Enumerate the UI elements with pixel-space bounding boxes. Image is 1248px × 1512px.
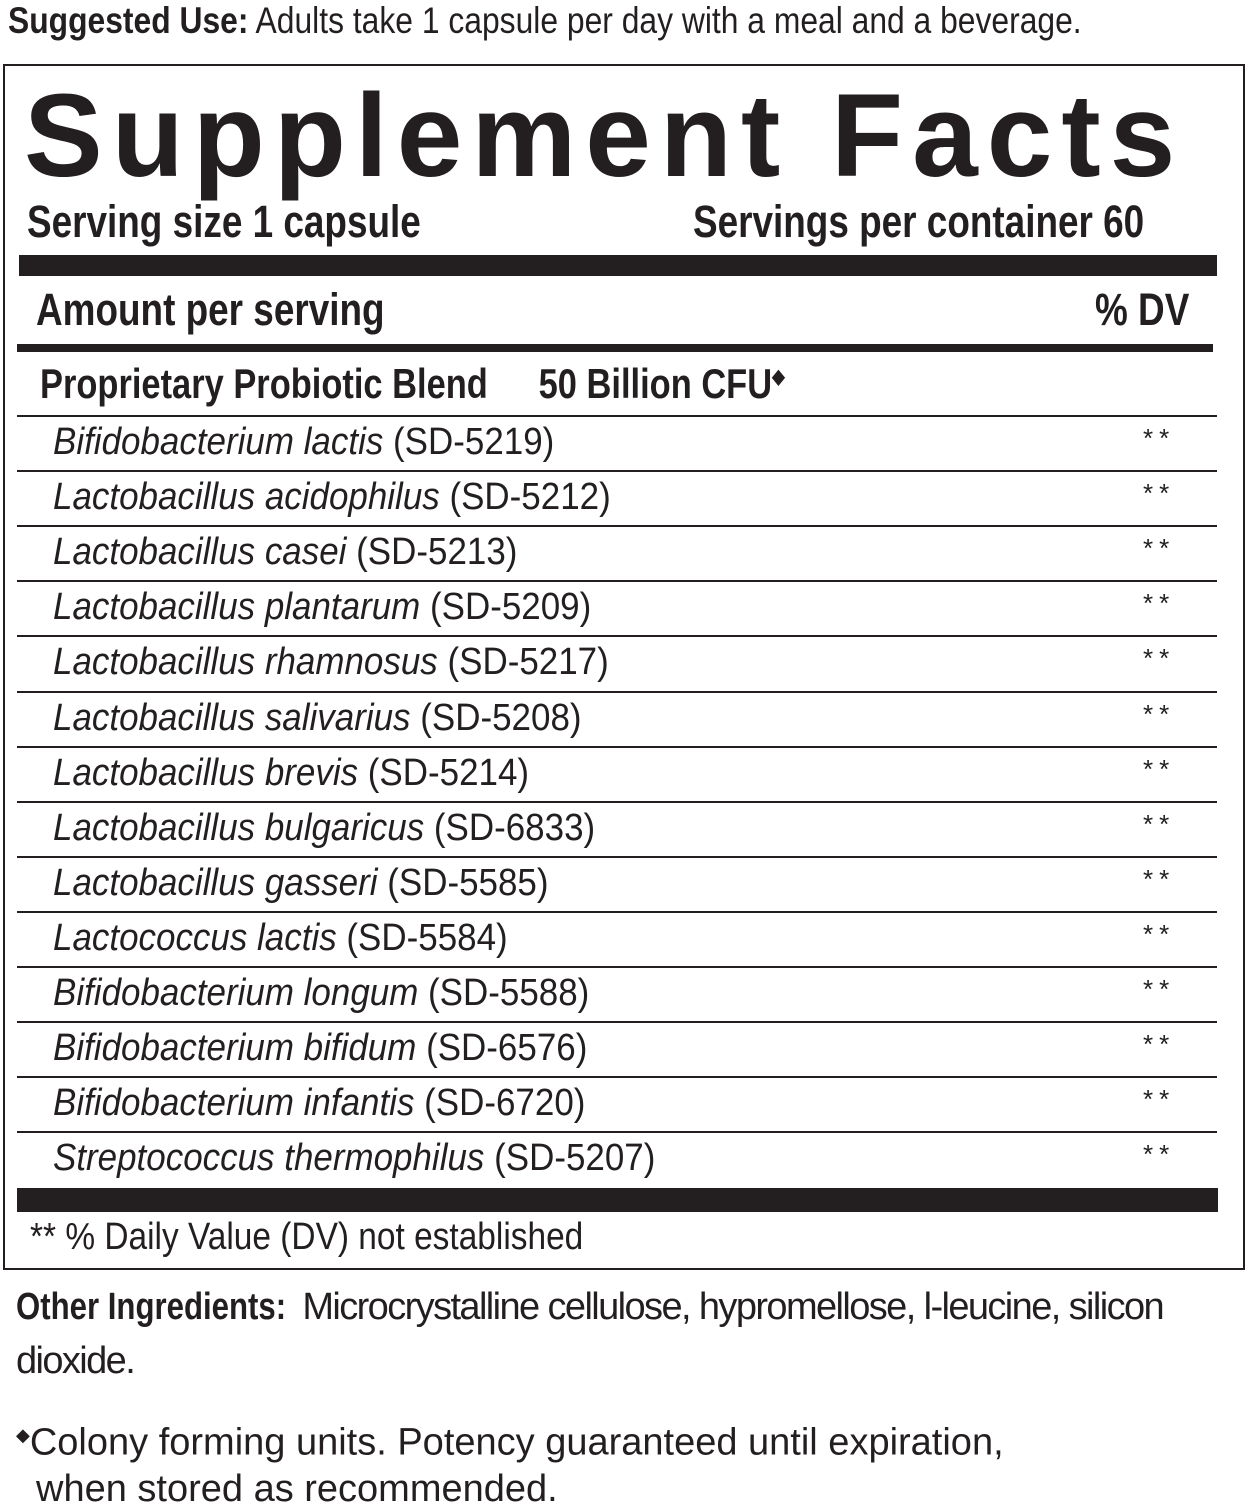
panel-title: Supplement Facts [24,70,1185,202]
ingredient-dv: ** [1143,1084,1176,1115]
strain: (SD-6576) [416,1027,588,1070]
ingredient-row: Bifidobacterium longum (SD-5588) ** [17,966,1217,1023]
supplement-facts-panel [3,64,1245,1270]
species: Lactococcus lactis [53,916,337,959]
species: Lactobacillus plantarum [53,586,421,629]
strain: (SD-5207) [484,1137,656,1180]
ingredient-dv: ** [1143,753,1176,784]
ingredient-dv: ** [1143,643,1176,674]
ingredient-row: Bifidobacterium bifidum (SD-6576) ** [17,1021,1217,1078]
ingredient-dv: ** [1143,423,1176,453]
ingredient-name: Lactobacillus salivarius (SD-5208) [53,697,627,740]
species: Bifidobacterium infantis [53,1082,415,1125]
ingredient-row: Lactobacillus salivarius (SD-5208) ** [17,690,1217,748]
ingredient-dv: ** [1143,918,1176,949]
ingredient-dv: ** [1143,698,1176,729]
species: Streptococcus thermophilus [53,1137,485,1180]
species: Lactobacillus gasseri [53,861,378,904]
other-ingredients: Other Ingredients: Microcrystalline cell… [16,1280,1236,1388]
blend-amount: 50 Billion CFU [538,360,773,407]
other-ingredients-text: Microcrystalline cellulose, hypromellose… [16,1286,1165,1382]
ingredient-name: Lactobacillus gasseri (SD-5585) [53,862,592,905]
servings-per-container: Servings per container 60 [693,196,1145,247]
ingredient-row: Lactococcus lactis (SD-5584) ** [17,910,1217,968]
ingredient-name: Streptococcus thermophilus (SD-5207) [53,1137,708,1180]
ingredient-row: Streptococcus thermophilus (SD-5207) ** [17,1131,1217,1188]
strain: (SD-5585) [377,861,549,904]
ingredient-dv: ** [1143,1029,1176,1060]
ingredient-dv: ** [1143,808,1176,839]
species: Lactobacillus casei [53,531,347,574]
ingredient-row: Lactobacillus acidophilus (SD-5212) ** [17,470,1217,527]
strain: (SD-5584) [336,916,508,959]
strain: (SD-5212) [439,476,611,519]
ingredient-name: Lactobacillus bulgaricus (SD-6833) [53,807,642,850]
other-ingredients-label: Other Ingredients: [16,1286,287,1328]
ingredient-dv: ** [1143,1139,1176,1170]
ingredient-name: Lactobacillus brevis (SD-5214) [53,752,570,795]
serving-size: Serving size 1 capsule [27,196,421,247]
species: Lactobacillus bulgaricus [53,806,425,849]
species: Lactobacillus salivarius [53,696,411,739]
medium-divider [17,344,1213,352]
ingredient-name: Lactobacillus plantarum (SD-5209) [53,586,638,629]
ingredient-name: Bifidobacterium bifidum (SD-6576) [53,1027,634,1070]
strain: (SD-6833) [424,806,596,849]
ingredient-dv: ** [1143,974,1176,1004]
blend-row: Proprietary Probiotic Blend 50 Billion CF… [40,360,948,408]
species: Bifidobacterium longum [53,972,419,1014]
dv-header: % DV [1095,284,1190,335]
ingredient-row: Lactobacillus gasseri (SD-5585) ** [17,855,1217,913]
species: Lactobacillus rhamnosus [53,641,438,684]
species: Lactobacillus brevis [53,751,359,794]
strain: (SD-5588) [418,972,590,1014]
ingredient-dv: ** [1143,533,1176,564]
colony-note-line2: when stored as recommended. [36,1467,558,1510]
ingredient-row: Lactobacillus casei (SD-5213) ** [17,525,1217,582]
ingredient-row: Bifidobacterium infantis (SD-6720) ** [17,1076,1217,1133]
species: Lactobacillus acidophilus [53,476,440,519]
colony-note-line1: Colony forming units. Potency guaranteed… [29,1421,1004,1464]
species: Bifidobacterium bifidum [53,1027,417,1070]
ingredient-name: Lactobacillus casei (SD-5213) [53,531,558,574]
amount-per-serving: Amount per serving [36,284,385,335]
ingredient-dv: ** [1143,863,1176,894]
ingredient-row: Lactobacillus bulgaricus (SD-6833) ** [17,800,1217,858]
ingredient-row: Lactobacillus rhamnosus (SD-5217) ** [17,635,1217,692]
strain: (SD-5214) [358,751,530,794]
thick-divider-bottom [17,1188,1218,1212]
diamond-icon: ◆ [16,1425,30,1445]
ingredient-row: Lactobacillus plantarum (SD-5209) ** [17,580,1217,637]
ingredient-name: Bifidobacterium longum (SD-5588) [53,972,636,1015]
strain: (SD-5213) [346,531,518,574]
diamond-icon: ◆ [772,366,785,388]
blend-name: Proprietary Probiotic Blend [40,360,488,407]
colony-note: ◆Colony forming units. Potency guarantee… [16,1412,1004,1512]
suggested-use: Suggested Use: Adults take 1 capsule per… [8,0,1248,42]
ingredient-dv: ** [1143,588,1176,619]
ingredient-name: Bifidobacterium infantis (SD-6720) [53,1082,632,1125]
strain: (SD-5209) [420,586,592,629]
suggested-use-label: Suggested Use: [8,0,249,41]
ingredient-dv: ** [1143,478,1176,509]
strain: (SD-5219) [383,421,555,463]
ingredient-name: Lactococcus lactis (SD-5584) [53,917,547,960]
species: Bifidobacterium lactis [53,421,384,463]
strain: (SD-5208) [410,696,582,739]
strain: (SD-6720) [414,1082,586,1125]
suggested-use-text: Adults take 1 capsule per day with a mea… [248,0,1082,41]
ingredient-name: Lactobacillus acidophilus (SD-5212) [53,476,659,519]
ingredient-row: Lactobacillus brevis (SD-5214) ** [17,745,1217,803]
ingredient-name: Lactobacillus rhamnosus (SD-5217) [53,641,657,684]
thick-divider [19,255,1217,276]
strain: (SD-5217) [437,641,609,684]
ingredient-name: Bifidobacterium lactis (SD-5219) [53,421,598,464]
ingredient-row: Bifidobacterium lactis (SD-5219) ** [17,415,1217,472]
dv-footnote: ** % Daily Value (DV) not established [30,1216,584,1258]
